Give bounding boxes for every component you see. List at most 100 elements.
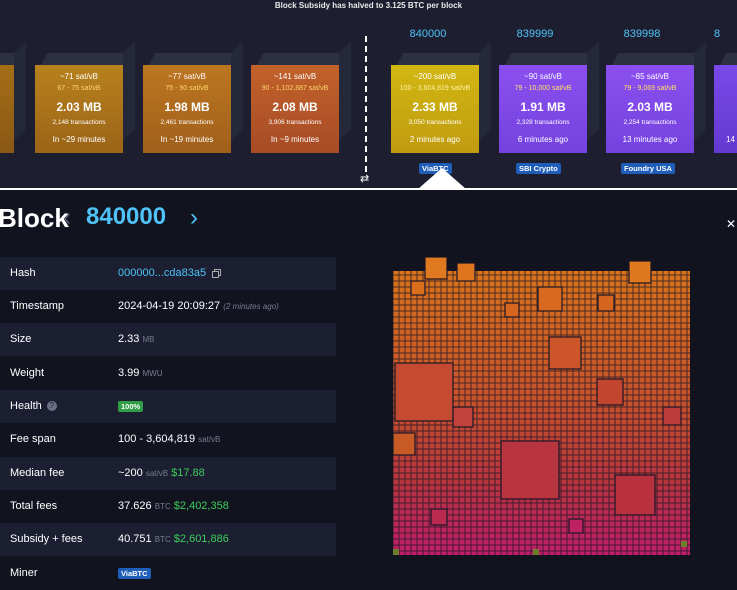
block-time-ago: 6 minutes ago (517, 135, 569, 144)
detail-label: Size (10, 333, 32, 345)
block-size: 2.08 MB (272, 100, 318, 114)
block-tx-count: 3,050 transactions (408, 119, 462, 126)
weight-unit: MWU (142, 369, 163, 378)
median-fee-value: ~200 (118, 467, 143, 479)
detail-label: Health (10, 400, 42, 412)
detail-label: Subsidy + fees (10, 533, 83, 545)
detail-row-feespan: Fee span 100 - 3,604,819 sat/vB (0, 423, 336, 456)
mined-block[interactable]: ~90 sat/vB 79 - 10,000 sat/vB 1.91 MB 2,… (499, 41, 600, 153)
timestamp-value: 2024-04-19 20:09:27 (118, 300, 221, 312)
block-size: 2.03 MB (627, 100, 673, 114)
subsidy-unit: BTC (154, 535, 171, 544)
block-time-ago: 2 minutes ago (409, 135, 461, 144)
block-height-title: 840000 (86, 203, 167, 230)
size-unit: MB (142, 335, 155, 344)
weight-value: 3.99 (118, 367, 140, 379)
detail-row-health: Health? 100% (0, 390, 336, 423)
block-eta: In ~29 minutes (52, 135, 106, 144)
block-eta: In ~9 minutes (270, 135, 320, 144)
copy-icon[interactable] (212, 268, 222, 278)
selected-block-pointer (418, 168, 466, 189)
detail-row-median-fee: Median fee ~200 sat/vB $17.88 (0, 457, 336, 490)
feespan-value: 100 - 3,604,819 (118, 433, 196, 445)
info-icon[interactable]: ? (46, 401, 57, 412)
previous-block-icon[interactable]: ‹ (63, 204, 71, 231)
detail-label: Hash (10, 267, 36, 279)
detail-row-miner: Miner ViaBTC (0, 557, 336, 590)
median-fee-unit: sat/vB (145, 469, 169, 478)
next-block-icon[interactable]: › (190, 204, 198, 231)
section-divider (0, 188, 737, 190)
health-badge: 100% (118, 401, 144, 412)
block-eta: In ~19 minutes (160, 135, 214, 144)
block-median-fee: ~141 sat/vB (273, 72, 317, 81)
detail-label: Weight (10, 367, 45, 379)
pool-badge[interactable]: SBI Crypto (516, 163, 561, 174)
mined-block[interactable]: ~85 sat/vB 79 - 9,069 sat/vB 2.03 MB 2,2… (606, 41, 707, 153)
block-time-ago: 14 (726, 135, 735, 144)
total-fees-unit: BTC (154, 502, 171, 511)
block-tx-count: 2,328 transactions (516, 119, 570, 126)
detail-row-total-fees: Total fees 37.626 BTC $2,402,358 (0, 490, 336, 523)
detail-label: Timestamp (10, 300, 64, 312)
block-fee-range: 75 - 90 sat/vB (165, 85, 209, 92)
detail-row-hash: Hash 000000...cda83a5 (0, 257, 336, 290)
total-fees-usd: $2,402,358 (173, 500, 229, 512)
detail-label: Miner (10, 567, 38, 579)
block-median-fee: ~85 sat/vB (630, 72, 670, 81)
mempool-divider (365, 36, 367, 172)
subsidy-value: 40.751 (118, 533, 152, 545)
mined-block-selected[interactable]: ~200 sat/vB 100 - 3,604,819 sat/vB 2.33 … (391, 41, 492, 153)
block-height-link[interactable]: 840000 (409, 28, 447, 40)
detail-row-subsidy: Subsidy + fees 40.751 BTC $2,601,886 (0, 523, 336, 556)
block-median-fee: ~71 sat/vB (59, 72, 99, 81)
block-size: 2.03 MB (56, 100, 102, 114)
close-icon[interactable]: ✕ (726, 217, 737, 231)
block-fee-range: 79 - 9,069 sat/vB (623, 85, 677, 92)
detail-row-weight: Weight 3.99 MWU (0, 357, 336, 390)
pending-block-partial[interactable] (0, 41, 27, 153)
pool-badge[interactable]: Foundry USA (621, 163, 675, 174)
block-height-link[interactable]: 839999 (516, 28, 554, 40)
treemap-tiles (393, 257, 682, 534)
block-tx-count: 2,254 transactions (623, 119, 677, 126)
size-value: 2.33 (118, 333, 140, 345)
page-title: Block (0, 203, 69, 233)
block-height-link[interactable]: 8 (714, 28, 721, 40)
block-median-fee: ~200 sat/vB (413, 72, 457, 81)
block-size: 1.91 MB (520, 100, 566, 114)
miner-badge[interactable]: ViaBTC (118, 568, 151, 579)
block-hash-link[interactable]: 000000...cda83a5 (118, 267, 207, 279)
pending-block[interactable]: ~77 sat/vB 75 - 90 sat/vB 1.98 MB 2,461 … (143, 41, 244, 153)
block-fee-range: 100 - 3,604,819 sat/vB (399, 85, 471, 92)
block-median-fee: ~77 sat/vB (167, 72, 207, 81)
pending-block[interactable]: ~141 sat/vB 90 - 1,102,887 sat/vB 2.08 M… (251, 41, 352, 153)
pending-block[interactable]: ~71 sat/vB 67 - 75 sat/vB 2.03 MB 2,148 … (35, 41, 136, 153)
block-time-ago: 13 minutes ago (622, 135, 678, 144)
detail-label: Fee span (10, 433, 56, 445)
timestamp-ago: (2 minutes ago) (223, 302, 279, 311)
block-tx-count: 2,461 transactions (160, 119, 214, 126)
feespan-unit: sat/vB (198, 435, 221, 444)
total-fees-value: 37.626 (118, 500, 152, 512)
block-fee-range: 79 - 10,000 sat/vB (514, 85, 572, 92)
detail-label: Median fee (10, 467, 65, 479)
detail-row-timestamp: Timestamp 2024-04-19 20:09:27 (2 minutes… (0, 290, 336, 323)
subsidy-usd: $2,601,886 (173, 533, 229, 545)
treemap-small-tiles (393, 541, 687, 555)
mined-block-partial[interactable]: 14 (714, 53, 737, 153)
swap-direction-icon[interactable]: ⇄ (360, 173, 370, 185)
detail-row-size: Size 2.33 MB (0, 323, 336, 356)
median-fee-usd: $17.88 (171, 467, 205, 479)
detail-label: Total fees (10, 500, 58, 512)
halving-banner: Block Subsidy has halved to 3.125 BTC pe… (274, 1, 463, 10)
block-tx-count: 2,148 transactions (52, 119, 106, 126)
block-transactions-treemap[interactable] (393, 257, 690, 555)
block-size: 1.98 MB (164, 100, 210, 114)
block-median-fee: ~90 sat/vB (523, 72, 563, 81)
block-fee-range: 90 - 1,102,887 sat/vB (261, 85, 329, 92)
block-tx-count: 3,906 transactions (268, 119, 322, 126)
block-size: 2.33 MB (412, 100, 458, 114)
block-height-link[interactable]: 839998 (623, 28, 661, 40)
block-fee-range: 67 - 75 sat/vB (57, 85, 101, 92)
